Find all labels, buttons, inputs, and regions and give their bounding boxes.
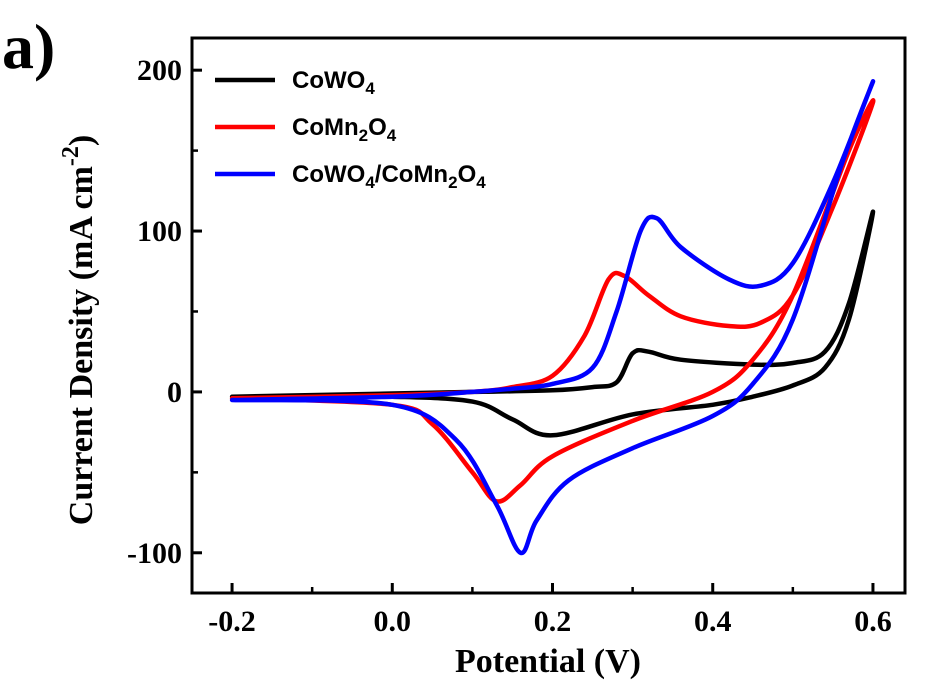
y-axis-label-main: Current Density (mA cm xyxy=(63,166,100,525)
series-line-1 xyxy=(229,209,876,438)
x-tick-label: 0.2 xyxy=(534,605,572,638)
legend: CoWO4 CoMn2O4 CoWO4/CoMn2O4 xyxy=(215,67,486,192)
x-axis: -0.2 0.0 0.2 0.4 0.6 xyxy=(208,583,892,638)
y-axis-label-exponent: -2 xyxy=(58,146,84,166)
series-line-2 xyxy=(229,98,876,504)
x-tick-label: -0.2 xyxy=(208,605,256,638)
plot-frame xyxy=(190,36,907,595)
y-axis-label: Current Density (mA cm-2) xyxy=(58,135,100,525)
legend-label: CoWO4 xyxy=(292,67,375,98)
series-line-3 xyxy=(229,79,876,556)
y-tick-label: 0 xyxy=(167,376,182,409)
x-tick-label: 0.0 xyxy=(374,605,412,638)
series-layer xyxy=(229,79,876,556)
y-tick-label: -100 xyxy=(127,537,182,570)
panel-label: a) xyxy=(2,11,55,82)
y-axis: -100 0 100 200 xyxy=(127,54,202,570)
y-axis-label-close: ) xyxy=(63,135,100,146)
x-tick-label: 0.6 xyxy=(854,605,892,638)
legend-label: CoWO4/CoMn2O4 xyxy=(292,161,486,192)
y-tick-label: 200 xyxy=(137,54,182,87)
x-axis-label: Potential (V) xyxy=(455,643,641,680)
x-tick-label: 0.4 xyxy=(694,605,732,638)
legend-label: CoMn2O4 xyxy=(292,114,397,145)
y-tick-label: 100 xyxy=(137,215,182,248)
